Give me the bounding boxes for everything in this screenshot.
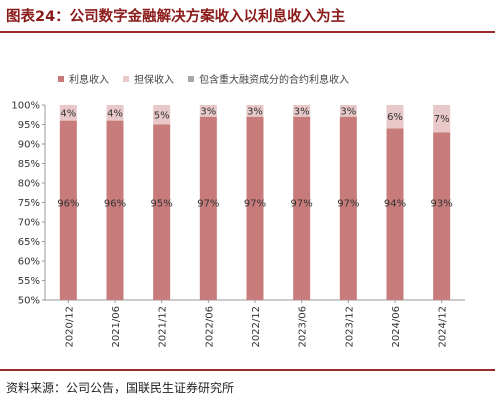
data-label-interest: 97% (291, 199, 313, 210)
bar-guarantee (106, 105, 124, 121)
x-tick-label: 2024/06 (391, 306, 402, 348)
y-tick-label: 100% (11, 101, 40, 112)
data-label-guarantee: 4% (60, 108, 76, 119)
bar-guarantee (59, 105, 77, 121)
data-label-interest: 96% (57, 199, 79, 210)
data-label-interest: 97% (337, 199, 359, 210)
x-tick-label: 2023/06 (298, 306, 309, 348)
chart-title: 图表24：公司数字金融解决方案收入以利息收入为主 (6, 9, 346, 25)
legend-item-interest: 利息收入 (58, 71, 109, 86)
data-label-guarantee: 3% (340, 106, 356, 117)
y-tick-label: 50% (18, 296, 40, 307)
bar-interest (199, 116, 217, 300)
data-label-interest: 94% (384, 199, 406, 210)
y-tick-label: 55% (18, 276, 40, 287)
legend-label-interest: 利息收入 (69, 75, 109, 86)
legend-swatch-interest (58, 75, 64, 82)
bar-guarantee (246, 105, 264, 117)
data-label-interest: 95% (151, 199, 173, 210)
bar-guarantee (386, 105, 404, 129)
source-divider (0, 369, 495, 371)
bar-guarantee (293, 105, 311, 117)
x-tick-label: 2022/06 (204, 306, 215, 348)
x-tick-label: 2020/12 (64, 306, 75, 348)
bar-interest (339, 116, 357, 300)
data-label-interest: 97% (244, 199, 266, 210)
title-divider (0, 31, 495, 33)
x-tick-label: 2023/12 (344, 306, 355, 348)
y-tick-label: 75% (18, 198, 40, 209)
bar-interest (433, 132, 451, 300)
data-label-guarantee: 3% (247, 106, 263, 117)
bar-interest (293, 116, 311, 300)
y-tick-label: 70% (18, 218, 40, 229)
data-label-guarantee: 5% (154, 110, 170, 121)
bar-interest (106, 120, 124, 300)
bar-interest (153, 124, 171, 300)
y-tick-label: 80% (18, 179, 40, 190)
legend-item-other: 包含重大融资成分的合约利息收入 (188, 71, 349, 86)
x-tick-label: 2021/12 (158, 306, 169, 348)
bar-guarantee (339, 105, 357, 117)
y-tick-label: 60% (18, 257, 40, 268)
y-tick-label: 95% (18, 120, 40, 131)
data-label-guarantee: 7% (434, 114, 450, 125)
legend-label-guarantee: 担保收入 (134, 75, 174, 86)
legend-swatch-other (188, 75, 194, 82)
bar-interest (246, 116, 264, 300)
legend-swatch-guarantee (123, 75, 129, 82)
data-label-guarantee: 4% (107, 108, 123, 119)
bar-interest (59, 120, 77, 300)
legend-label-other: 包含重大融资成分的合约利息收入 (199, 75, 349, 86)
x-tick-label: 2021/06 (111, 306, 122, 348)
data-label-guarantee: 3% (200, 106, 216, 117)
data-label-interest: 93% (431, 199, 453, 210)
data-label-guarantee: 6% (387, 112, 403, 123)
source-note: 资料来源：公司公告，国联民生证券研究所 (6, 381, 235, 395)
y-tick-label: 65% (18, 237, 40, 248)
data-label-guarantee: 3% (294, 106, 310, 117)
y-tick-label: 85% (18, 159, 40, 170)
bar-guarantee (199, 105, 217, 117)
x-tick-label: 2024/12 (438, 306, 449, 348)
bar-guarantee (433, 105, 451, 133)
chart-legend: 利息收入 担保收入 包含重大融资成分的合约利息收入 (58, 71, 349, 86)
x-tick-label: 2022/12 (251, 306, 262, 348)
legend-item-guarantee: 担保收入 (123, 71, 174, 86)
bar-interest (386, 128, 404, 300)
bar-guarantee (153, 105, 171, 125)
data-label-interest: 96% (104, 199, 126, 210)
data-label-interest: 97% (197, 199, 219, 210)
y-tick-label: 90% (18, 140, 40, 151)
